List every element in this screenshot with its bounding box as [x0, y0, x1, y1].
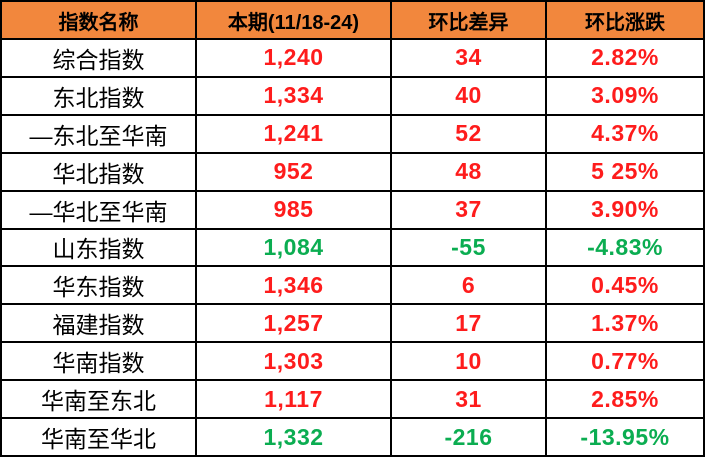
current-value-cell: 952	[195, 153, 390, 190]
table-row: —东北至华南 1,241 52 4.37%	[2, 113, 703, 152]
chain-diff-cell: 37	[390, 191, 545, 228]
chain-change-cell: 2.82%	[545, 40, 703, 76]
chain-change-cell: 3.09%	[545, 77, 703, 114]
table-body: 综合指数 1,240 34 2.82% 东北指数 1,334 40 3.09% —东北至华南 1,…	[2, 38, 703, 455]
current-value-cell: 1,334	[195, 77, 390, 114]
index-name-cell: 东北指数	[52, 84, 145, 111]
chain-change-cell: 1.37%	[545, 305, 703, 342]
table-row: 福建指数 1,257 17 1.37%	[2, 303, 703, 342]
chain-change-cell: -13.95%	[545, 419, 703, 455]
chain-change-cell: 2.85%	[545, 381, 703, 418]
index-name-cell: 华南指数	[52, 350, 145, 377]
index-name-cell: 福建指数	[52, 312, 145, 339]
chain-change-cell: 3.90%	[545, 191, 703, 228]
chain-diff-cell: 6	[390, 267, 545, 304]
table-row: 华东指数 1,346 6 0.45%	[2, 265, 703, 304]
chain-diff-cell: 52	[390, 115, 545, 152]
table-row: 综合指数 1,240 34 2.82%	[2, 38, 703, 76]
header-row: 指数名称 本期(11/18-24) 环比差异 环比涨跌	[2, 2, 703, 38]
chain-diff-cell: 10	[390, 343, 545, 380]
current-value-cell: 1,117	[195, 381, 390, 418]
chain-change-cell: 0.45%	[545, 267, 703, 304]
chain-diff-cell: 34	[390, 40, 545, 76]
current-value-cell: 1,241	[195, 115, 390, 152]
index-name-cell: 华东指数	[52, 274, 145, 301]
current-value-cell: 1,303	[195, 343, 390, 380]
index-name-cell: —东北至华南	[29, 122, 168, 149]
table-row: 华北指数 952 48 5 25%	[2, 151, 703, 190]
index-name-cell: —华北至华南	[29, 198, 168, 225]
current-value-cell: 1,346	[195, 267, 390, 304]
chain-diff-cell: 40	[390, 77, 545, 114]
column-header-chain-diff: 环比差异	[390, 2, 545, 38]
current-value-cell: 1,084	[195, 229, 390, 266]
current-value-cell: 1,257	[195, 305, 390, 342]
current-value-cell: 985	[195, 191, 390, 228]
table-row: 华南至东北 1,117 31 2.85%	[2, 379, 703, 418]
chain-change-cell: -4.83%	[545, 229, 703, 266]
chain-diff-cell: 48	[390, 153, 545, 190]
chain-change-cell: 0.77%	[545, 343, 703, 380]
current-value-cell: 1,332	[195, 419, 390, 455]
chain-diff-cell: -216	[390, 419, 545, 455]
chain-change-cell: 4.37%	[545, 115, 703, 152]
column-header-current-period: 本期(11/18-24)	[195, 2, 390, 38]
table-row: 山东指数 1,084 -55 -4.83%	[2, 227, 703, 266]
index-name-cell: 华南至东北	[41, 388, 156, 415]
table-row: 华南至华北 1,332 -216 -13.95%	[2, 417, 703, 455]
chain-change-cell: 5 25%	[545, 153, 703, 190]
index-name-cell: 华南至华北	[41, 426, 156, 453]
table-row: 华南指数 1,303 10 0.77%	[2, 341, 703, 380]
chain-diff-cell: 31	[390, 381, 545, 418]
chain-diff-cell: -55	[390, 229, 545, 266]
column-header-chain-change: 环比涨跌	[545, 2, 703, 38]
column-header-index-name: 指数名称	[58, 11, 139, 34]
chain-diff-cell: 17	[390, 305, 545, 342]
current-value-cell: 1,240	[195, 40, 390, 76]
index-name-cell: 综合指数	[52, 46, 145, 73]
index-name-cell: 华北指数	[52, 160, 145, 187]
index-name-cell: 山东指数	[52, 236, 145, 263]
table-row: —华北至华南 985 37 3.90%	[2, 189, 703, 228]
table-row: 东北指数 1,334 40 3.09%	[2, 75, 703, 114]
